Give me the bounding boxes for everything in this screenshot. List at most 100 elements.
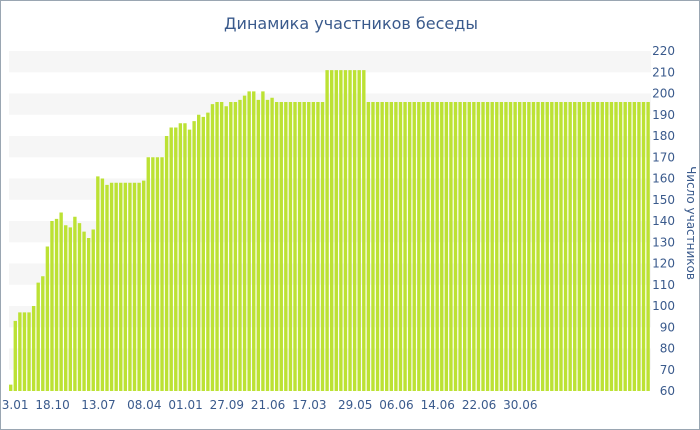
bar xyxy=(440,102,444,391)
bar xyxy=(508,102,513,391)
bar xyxy=(540,102,545,391)
bar xyxy=(64,225,68,391)
bar xyxy=(403,102,407,391)
bar xyxy=(407,102,412,391)
bar xyxy=(31,306,36,391)
bar xyxy=(467,102,471,391)
x-tick-label: 14.06 xyxy=(421,398,455,412)
bar xyxy=(54,218,59,392)
bar xyxy=(91,229,95,391)
bar xyxy=(164,136,169,391)
bar xyxy=(86,238,91,391)
bar xyxy=(444,102,449,391)
bar xyxy=(394,102,398,391)
y-tick-label: 120 xyxy=(652,257,675,271)
x-tick-label: 21.06 xyxy=(251,398,285,412)
bar xyxy=(215,102,219,391)
bar xyxy=(274,102,279,391)
bar xyxy=(256,99,261,392)
bar xyxy=(449,102,453,391)
y-tick-label: 180 xyxy=(652,129,675,143)
bar xyxy=(105,184,109,391)
bar xyxy=(426,102,430,391)
bar xyxy=(123,182,128,391)
y-tick-label: 220 xyxy=(652,44,675,58)
bar xyxy=(417,102,421,391)
bar xyxy=(618,102,623,391)
x-axis-ticks: 23.01 18.10 13.07 08.04 01.01 27.09 21.06 17.03… xyxy=(1,398,537,412)
bar xyxy=(247,91,251,392)
y-tick-label: 60 xyxy=(660,384,675,398)
x-tick-label: 01.01 xyxy=(168,398,202,412)
bar xyxy=(362,70,366,392)
bar xyxy=(155,157,160,391)
bar xyxy=(499,102,504,391)
bar xyxy=(398,102,403,391)
bar xyxy=(495,102,499,391)
bar xyxy=(233,102,238,391)
y-tick-label: 130 xyxy=(652,235,675,249)
bar xyxy=(297,102,302,391)
bar xyxy=(169,127,173,391)
bar xyxy=(352,70,357,392)
bar xyxy=(385,102,389,391)
x-tick-label: 18.10 xyxy=(35,398,69,412)
y-tick-label: 150 xyxy=(652,193,675,207)
bar xyxy=(476,102,481,391)
y-tick-label: 210 xyxy=(652,65,675,79)
bar xyxy=(197,114,201,391)
bar xyxy=(632,102,637,391)
bar xyxy=(504,102,508,391)
y-tick-label: 140 xyxy=(652,214,675,228)
bar xyxy=(582,102,586,391)
bar xyxy=(146,157,150,391)
bar xyxy=(77,223,82,392)
bar xyxy=(380,102,384,391)
bar xyxy=(637,102,641,391)
bar xyxy=(224,106,228,391)
bar xyxy=(238,99,242,392)
chart-title: Динамика участников беседы xyxy=(224,14,478,33)
bar xyxy=(187,129,192,392)
bar xyxy=(13,320,17,392)
y-tick-label: 170 xyxy=(652,150,675,164)
bar xyxy=(522,102,526,391)
y-tick-label: 110 xyxy=(652,278,675,292)
bar xyxy=(206,112,210,392)
bar xyxy=(458,102,462,391)
bar xyxy=(201,116,205,392)
bar xyxy=(527,102,531,391)
bar xyxy=(311,102,316,391)
bar xyxy=(600,102,604,391)
bar xyxy=(430,102,435,391)
bar xyxy=(22,312,27,392)
bar xyxy=(252,91,256,392)
bar xyxy=(435,102,439,391)
x-tick-label: 29.05 xyxy=(338,398,372,412)
bar xyxy=(284,102,288,391)
bar xyxy=(178,123,183,391)
bar xyxy=(9,384,13,392)
y-tick-label: 90 xyxy=(660,320,675,334)
bar xyxy=(114,182,118,391)
bar xyxy=(279,102,283,391)
bar xyxy=(36,282,40,392)
bar xyxy=(219,102,224,391)
bar xyxy=(18,312,22,392)
bar xyxy=(646,102,650,391)
bar xyxy=(141,180,146,392)
bar xyxy=(288,102,293,391)
x-tick-label: 22.06 xyxy=(462,398,496,412)
bar xyxy=(109,182,114,391)
bar xyxy=(174,127,178,391)
bar xyxy=(59,212,63,391)
bar xyxy=(151,157,155,391)
bar xyxy=(160,157,164,391)
y-tick-label: 200 xyxy=(652,87,675,101)
bar xyxy=(563,102,568,391)
bar xyxy=(550,102,554,391)
bar xyxy=(357,70,361,392)
bar xyxy=(183,123,187,391)
